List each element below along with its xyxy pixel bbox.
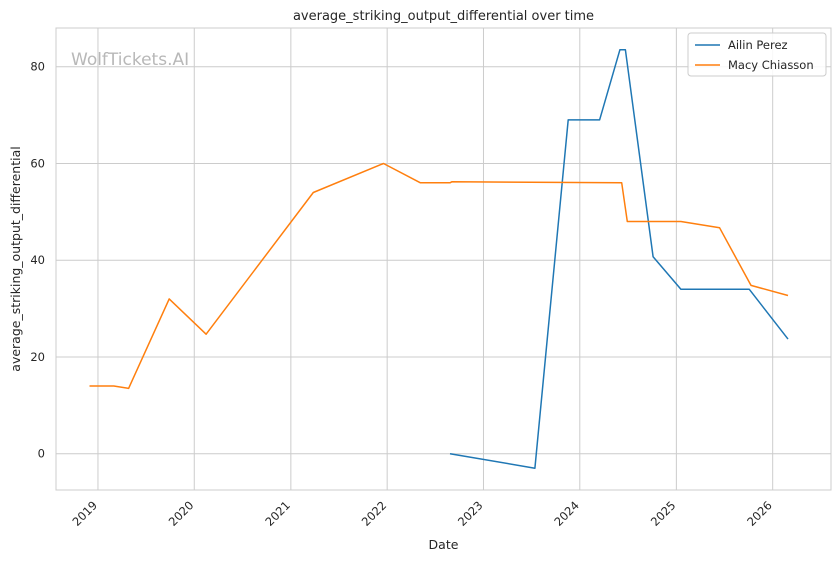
watermark: WolfTickets.AI xyxy=(71,50,189,70)
x-tick-label: 2023 xyxy=(455,498,486,529)
x-tick-label: 2022 xyxy=(359,498,390,529)
x-tick-label: 2019 xyxy=(69,498,100,529)
x-tick-label: 2021 xyxy=(262,498,293,529)
y-tick-label: 80 xyxy=(30,60,45,74)
series-lines xyxy=(89,49,789,469)
legend-label-ailin-perez: Ailin Perez xyxy=(728,38,788,52)
x-tick-label: 2020 xyxy=(166,498,197,529)
x-tick-label: 2025 xyxy=(648,498,679,529)
x-tick-label: 2026 xyxy=(744,498,775,529)
y-tick-label: 60 xyxy=(30,156,45,170)
legend: Ailin Perez Macy Chiasson xyxy=(687,32,827,77)
grid-lines xyxy=(56,28,831,490)
y-tick-labels: 0 20 40 60 80 xyxy=(30,60,45,461)
chart-title: average_striking_output_differential ove… xyxy=(293,9,594,24)
legend-box xyxy=(687,32,827,77)
series-line-ailin-perez xyxy=(449,49,789,469)
legend-label-macy-chiasson: Macy Chiasson xyxy=(728,58,814,72)
y-axis-label: average_striking_output_differential xyxy=(8,146,23,371)
x-tick-labels: 2019 2020 2021 2022 2023 2024 2025 2026 xyxy=(69,498,774,529)
y-tick-label: 20 xyxy=(30,350,45,364)
x-tick-label: 2024 xyxy=(551,498,582,529)
x-axis-label: Date xyxy=(429,537,459,552)
y-tick-label: 0 xyxy=(38,447,45,461)
series-line-macy-chiasson xyxy=(89,162,789,390)
plot-frame xyxy=(55,27,832,491)
y-tick-label: 40 xyxy=(30,253,45,267)
